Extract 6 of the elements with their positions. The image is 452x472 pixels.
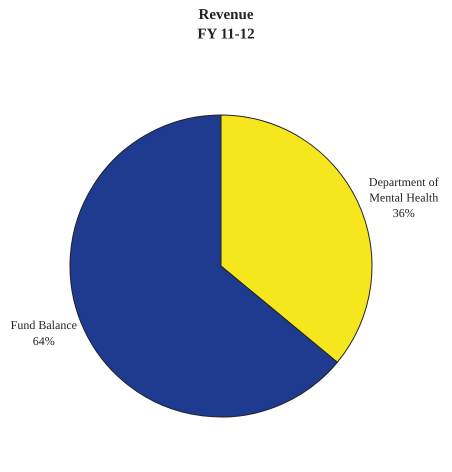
data-label: 64%	[32, 334, 55, 348]
chart-subtitle: FY 11-12	[197, 26, 255, 42]
slice-label: Department of Mental Health	[368, 175, 439, 205]
data-label: 36%	[392, 206, 415, 220]
slice-label: Fund Balance	[10, 318, 77, 332]
chart-title: Revenue	[198, 6, 254, 23]
